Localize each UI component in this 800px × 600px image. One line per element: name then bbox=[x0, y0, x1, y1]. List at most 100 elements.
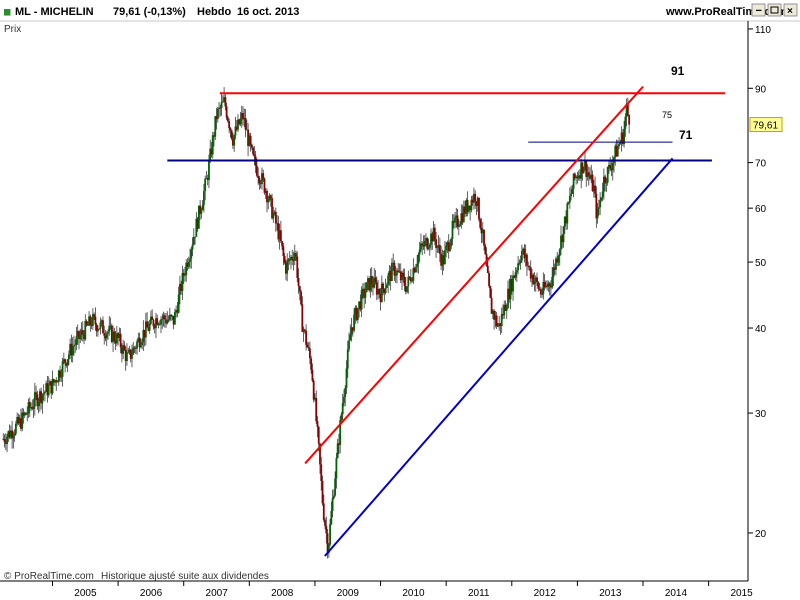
x-tick-label: 2014 bbox=[665, 588, 688, 599]
candle-body bbox=[551, 277, 554, 288]
candle-body bbox=[298, 286, 301, 292]
candle-body bbox=[582, 167, 585, 174]
candle-body bbox=[47, 385, 50, 396]
y-tick-label: 20 bbox=[755, 529, 767, 540]
candle-body bbox=[253, 154, 256, 157]
candle-body bbox=[384, 288, 387, 294]
candle-body bbox=[338, 443, 340, 445]
candle-body bbox=[557, 255, 560, 263]
candle-body bbox=[189, 258, 191, 262]
candle-body bbox=[486, 265, 489, 274]
drawn-lines: 91 71 75 bbox=[167, 64, 726, 557]
candle-body bbox=[411, 280, 414, 282]
candle-body bbox=[585, 160, 588, 177]
candle-body bbox=[417, 254, 420, 264]
candle-body bbox=[379, 293, 382, 303]
candle-body bbox=[312, 380, 315, 400]
candle-body bbox=[160, 319, 162, 325]
candlestick-series bbox=[2, 87, 631, 559]
candle-body bbox=[86, 324, 89, 326]
candle-body bbox=[480, 227, 483, 234]
candle-body bbox=[263, 178, 266, 193]
candle-body bbox=[297, 277, 300, 287]
candle-body bbox=[283, 256, 286, 263]
candle-body bbox=[382, 283, 384, 289]
candle-body bbox=[8, 431, 11, 438]
candle-body bbox=[324, 519, 326, 526]
red-trendline[interactable] bbox=[304, 85, 644, 465]
candle-body bbox=[80, 330, 83, 336]
x-tick-label: 2008 bbox=[271, 588, 294, 599]
y-tick-label: 40 bbox=[755, 324, 767, 335]
candle-body bbox=[552, 267, 555, 278]
candle-body bbox=[600, 197, 603, 201]
candle-body bbox=[388, 270, 391, 276]
candle-body bbox=[536, 277, 538, 283]
blue-trendline[interactable] bbox=[324, 157, 674, 557]
candle-body bbox=[451, 220, 454, 239]
plot-area bbox=[0, 21, 748, 581]
candle-body bbox=[519, 260, 522, 263]
candle-body bbox=[215, 116, 218, 120]
minimize-button[interactable] bbox=[751, 3, 766, 17]
candle-body bbox=[456, 215, 459, 227]
candle-body bbox=[484, 245, 487, 255]
candle-body bbox=[591, 174, 594, 192]
candle-body bbox=[113, 331, 116, 341]
candle-body bbox=[67, 354, 70, 360]
candle-body bbox=[35, 392, 37, 395]
maximize-button[interactable] bbox=[767, 3, 782, 17]
candle-body bbox=[13, 433, 16, 436]
candle-body bbox=[517, 263, 519, 271]
candle-body bbox=[548, 283, 551, 287]
candle-body bbox=[460, 213, 463, 225]
candle-body bbox=[292, 259, 295, 261]
close-button[interactable] bbox=[783, 3, 798, 17]
candle-body bbox=[403, 277, 406, 286]
candle-body bbox=[199, 205, 202, 214]
candle-body bbox=[139, 344, 142, 348]
candle-body bbox=[282, 246, 285, 257]
candle-body bbox=[239, 118, 242, 125]
candle-body bbox=[425, 238, 427, 241]
candle-body bbox=[100, 320, 103, 323]
candle-body bbox=[577, 175, 580, 179]
candle-body bbox=[60, 376, 63, 378]
candle-body bbox=[601, 191, 604, 198]
candle-body bbox=[427, 247, 430, 249]
candle-body bbox=[623, 128, 625, 145]
candle-body bbox=[94, 316, 97, 325]
candle-body bbox=[510, 279, 513, 292]
candle-body bbox=[560, 235, 562, 250]
candle-body bbox=[117, 333, 120, 338]
candle-body bbox=[326, 533, 329, 553]
candle-body bbox=[528, 266, 531, 268]
candle-body bbox=[112, 331, 114, 342]
y-tick-label: 90 bbox=[755, 84, 767, 95]
candle-body bbox=[278, 230, 281, 240]
candle-body bbox=[118, 333, 121, 338]
candle-body bbox=[399, 271, 402, 281]
candle-body bbox=[55, 380, 58, 383]
candle-body bbox=[335, 457, 338, 479]
level-label-91: 91 bbox=[671, 64, 685, 78]
candle-body bbox=[436, 246, 439, 249]
candle-body bbox=[233, 135, 236, 146]
candle-body bbox=[226, 117, 229, 122]
candle-body bbox=[290, 256, 292, 261]
candle-body bbox=[457, 226, 460, 227]
candle-body bbox=[339, 420, 342, 445]
candle-body bbox=[302, 329, 305, 332]
candle-body bbox=[628, 115, 631, 125]
candle-body bbox=[205, 178, 208, 179]
candle-body bbox=[132, 347, 135, 355]
candle-body bbox=[285, 262, 287, 274]
candle-body bbox=[37, 401, 40, 407]
candle-body bbox=[3, 438, 6, 443]
candle-body bbox=[7, 431, 10, 437]
minimize-icon: − bbox=[756, 5, 762, 17]
candle-body bbox=[191, 244, 194, 250]
candle-body bbox=[475, 201, 478, 206]
candle-body bbox=[179, 283, 181, 295]
